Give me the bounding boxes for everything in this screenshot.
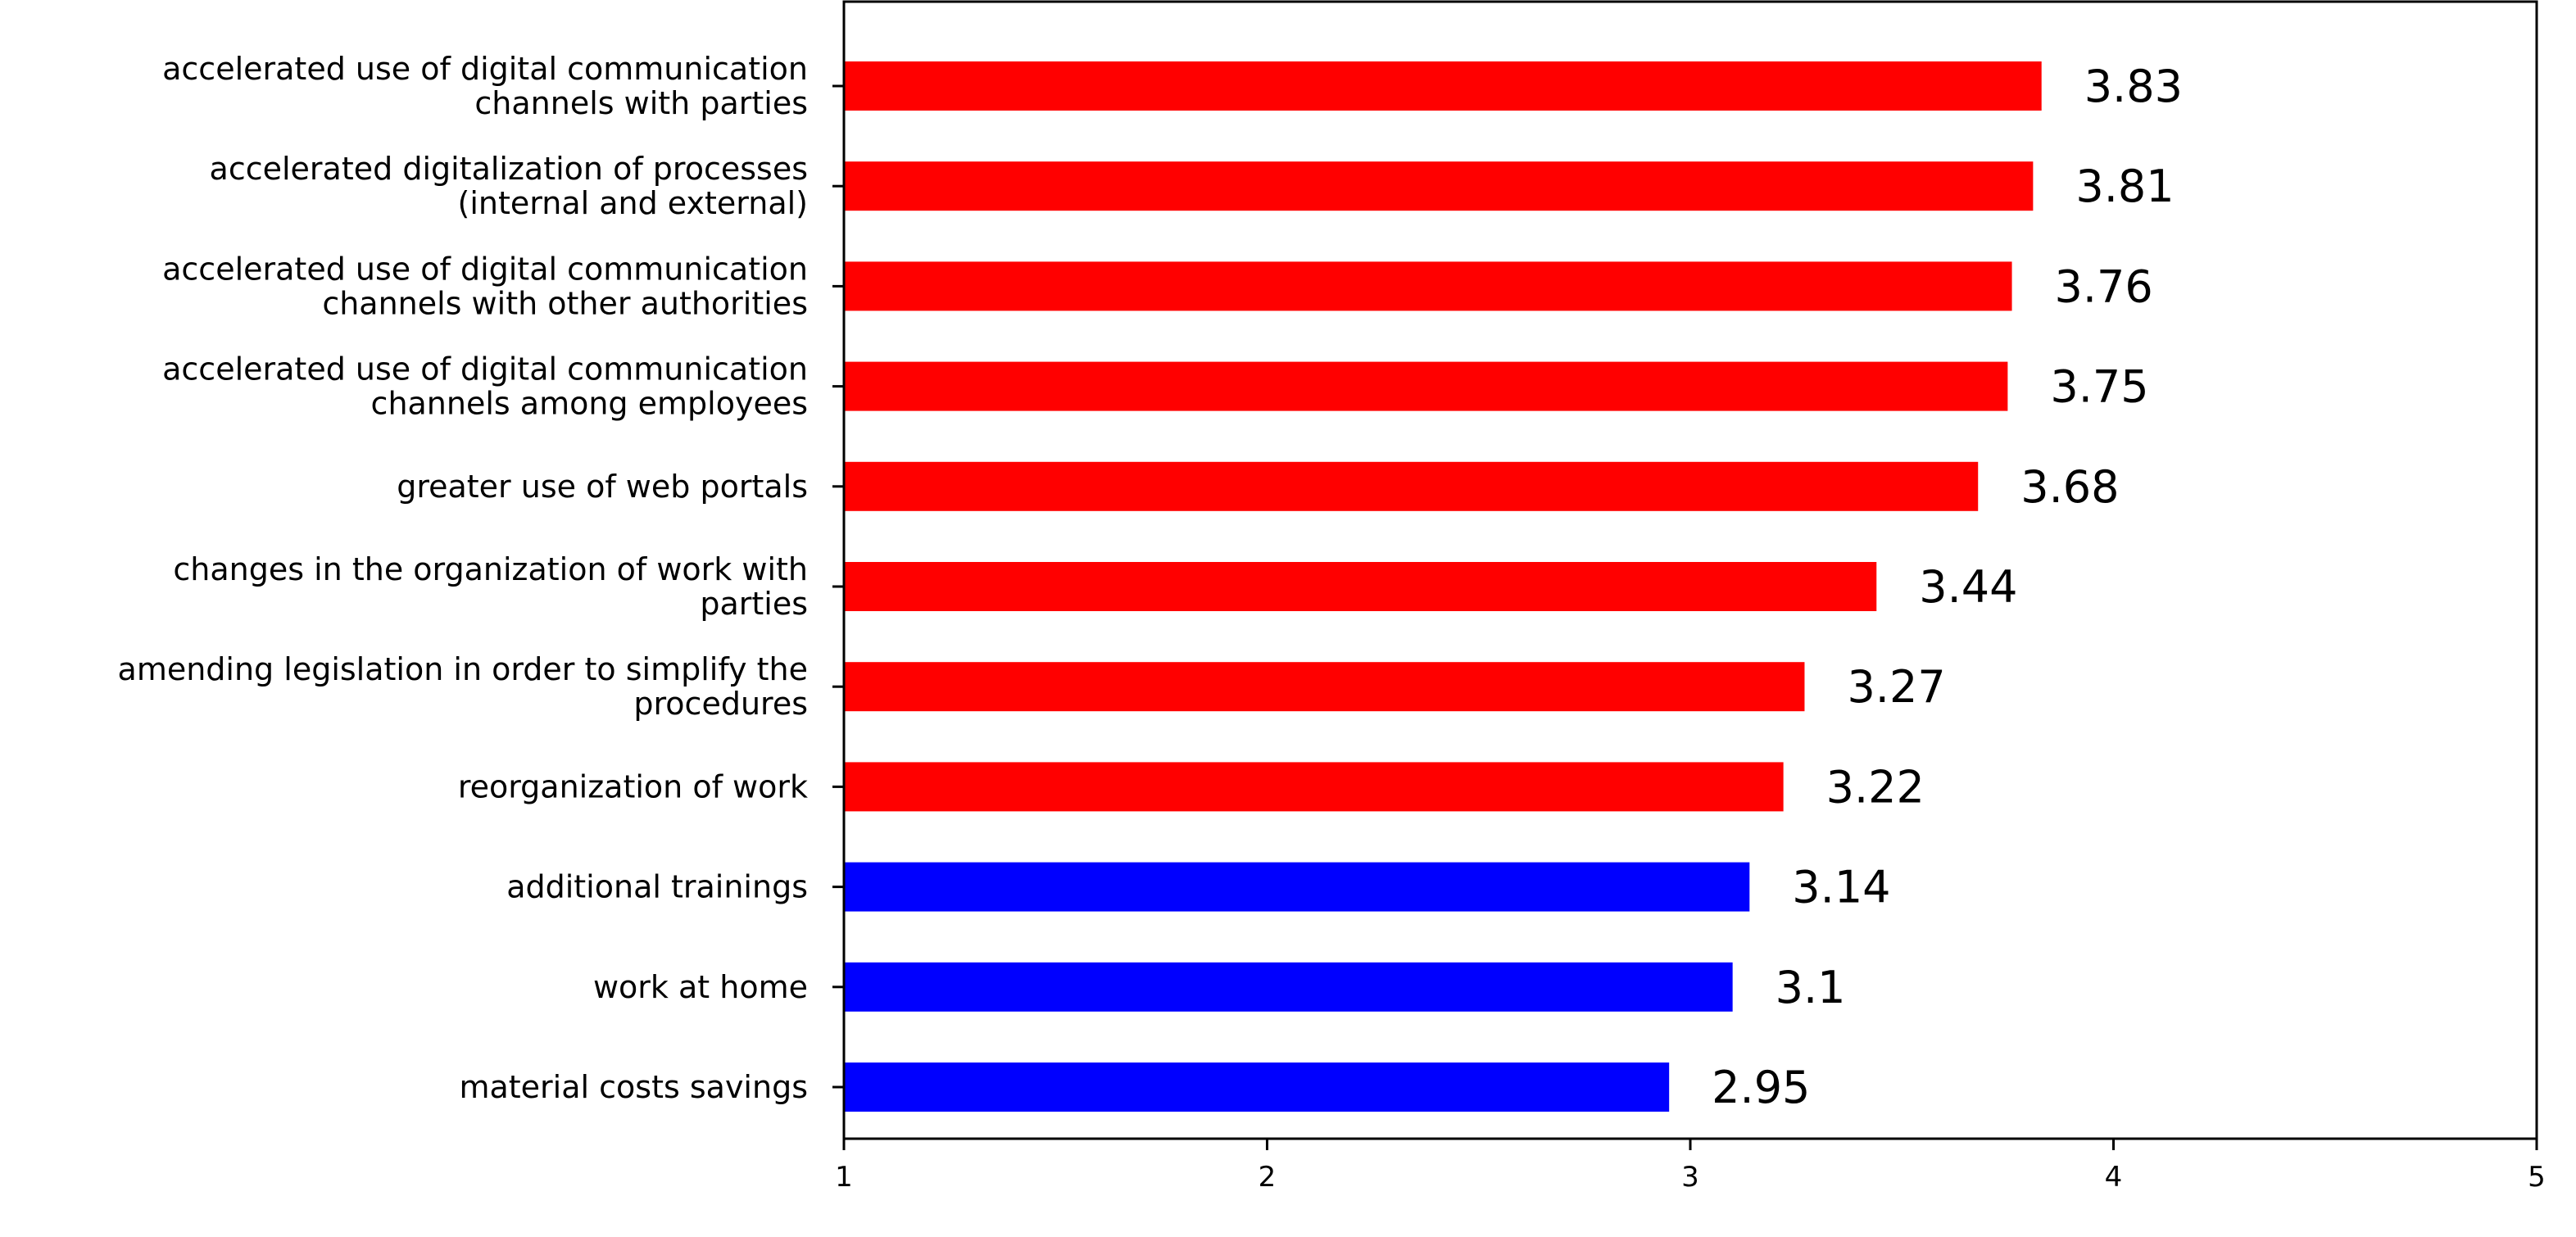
category-label-5: changes in the organization of work with…: [173, 551, 808, 622]
category-label-2: accelerated use of digital communication…: [162, 251, 808, 321]
category-label-6-line-1: procedures: [633, 686, 808, 722]
category-label-9: work at home: [593, 969, 808, 1005]
category-label-4-line-0: greater use of web portals: [397, 469, 808, 505]
category-label-0-line-1: channels with parties: [474, 85, 808, 121]
x-tick-label-1: 2: [1259, 1161, 1277, 1194]
category-label-7-line-0: reorganization of work: [458, 768, 808, 804]
value-label-6: 3.27: [1847, 661, 1945, 713]
bar-8: [844, 862, 1750, 912]
bar-5: [844, 562, 1877, 611]
category-label-5-line-0: changes in the organization of work with: [173, 551, 808, 587]
labels-layer: 3.83 accelerated use of digital communica…: [118, 51, 2183, 1113]
value-label-9: 3.1: [1776, 962, 1846, 1013]
value-label-5: 3.44: [1919, 561, 2017, 613]
bar-7: [844, 762, 1784, 812]
category-label-10: material costs savings: [459, 1069, 808, 1105]
value-label-7: 3.22: [1826, 761, 1925, 813]
bar-4: [844, 461, 1979, 511]
category-label-2-line-1: channels with other authorities: [322, 285, 808, 321]
value-label-8: 3.14: [1792, 862, 1890, 913]
category-label-6-line-0: amending legislation in order to simplif…: [118, 651, 808, 687]
category-label-0: accelerated use of digital communication…: [162, 51, 808, 121]
category-label-1-line-1: (internal and external): [458, 185, 808, 221]
bar-9: [844, 962, 1733, 1012]
category-label-1: accelerated digitalization of processes(…: [210, 151, 808, 221]
bar-2: [844, 261, 2012, 311]
bar-6: [844, 662, 1805, 712]
bar-0: [844, 61, 2042, 111]
category-label-0-line-0: accelerated use of digital communication: [162, 51, 808, 87]
x-tick-label-0: 1: [835, 1161, 853, 1194]
value-label-4: 3.68: [2020, 461, 2119, 513]
x-tick-label-3: 4: [2105, 1161, 2123, 1194]
category-label-4: greater use of web portals: [397, 469, 808, 505]
bars-layer: [844, 61, 2042, 1112]
category-label-8-line-0: additional trainings: [506, 869, 808, 905]
x-tick-label-2: 3: [1681, 1161, 1699, 1194]
category-label-3: accelerated use of digital communication…: [162, 351, 808, 422]
value-label-2: 3.76: [2055, 261, 2153, 312]
axes-layer: 1 2 3 4 5: [832, 0, 2546, 1194]
category-label-6: amending legislation in order to simplif…: [118, 651, 808, 722]
category-label-3-line-1: channels among employees: [371, 386, 808, 422]
x-tick-label-4: 5: [2528, 1161, 2546, 1194]
category-label-7: reorganization of work: [458, 768, 808, 804]
value-label-10: 2.95: [1712, 1062, 1810, 1113]
bar-10: [844, 1063, 1670, 1112]
bar-1: [844, 161, 2034, 211]
category-label-2-line-0: accelerated use of digital communication: [162, 251, 808, 287]
value-label-0: 3.83: [2084, 61, 2183, 112]
category-label-9-line-0: work at home: [593, 969, 808, 1005]
value-label-3: 3.75: [2050, 361, 2148, 413]
bar-3: [844, 361, 2008, 411]
category-label-10-line-0: material costs savings: [459, 1069, 808, 1105]
category-label-8: additional trainings: [506, 869, 808, 905]
value-label-1: 3.81: [2075, 161, 2174, 212]
category-label-3-line-0: accelerated use of digital communication: [162, 351, 808, 387]
category-label-1-line-0: accelerated digitalization of processes: [210, 151, 808, 187]
category-label-5-line-1: parties: [700, 586, 808, 622]
